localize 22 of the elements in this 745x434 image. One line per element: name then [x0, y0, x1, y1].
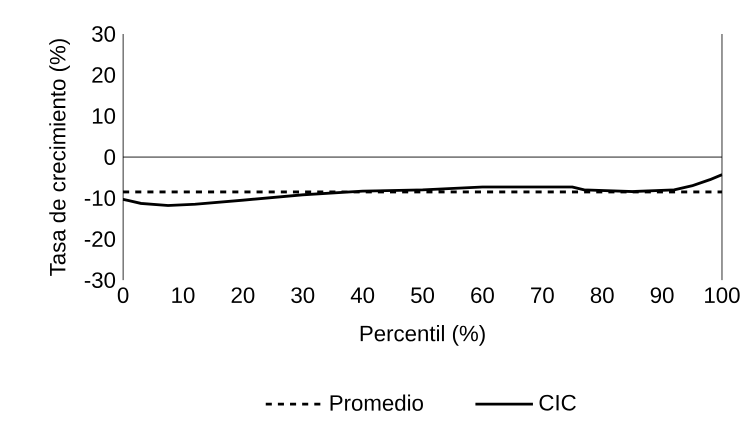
x-tick-label: 40	[350, 287, 374, 303]
y-axis-title: Tasa de crecimiento (%)	[49, 39, 70, 276]
y-tick-label: -30	[84, 272, 116, 288]
x-tick-label: 60	[471, 287, 494, 303]
y-tick-label: 20	[92, 66, 116, 83]
x-axis-title: Percentil (%)	[360, 324, 485, 346]
y-tick-label: -20	[84, 231, 116, 247]
x-tick-label: 30	[291, 287, 314, 303]
legend-label: Promedio	[330, 394, 423, 411]
x-tick-label: 50	[411, 287, 434, 303]
legend-label: CIC	[540, 394, 576, 410]
y-tick-label: 10	[92, 108, 116, 124]
y-tick-label: -10	[84, 190, 116, 206]
x-tick-label: 20	[232, 287, 254, 303]
x-tick-label: 100	[705, 287, 740, 303]
x-tick-label: 10	[172, 287, 194, 303]
x-tick-label: 80	[590, 287, 614, 303]
x-tick-label: 90	[650, 287, 674, 303]
y-tick-label: 0	[104, 149, 116, 165]
y-tick-label: 30	[92, 26, 116, 42]
x-tick-label: 70	[531, 287, 554, 303]
x-tick-label: 0	[118, 287, 128, 303]
